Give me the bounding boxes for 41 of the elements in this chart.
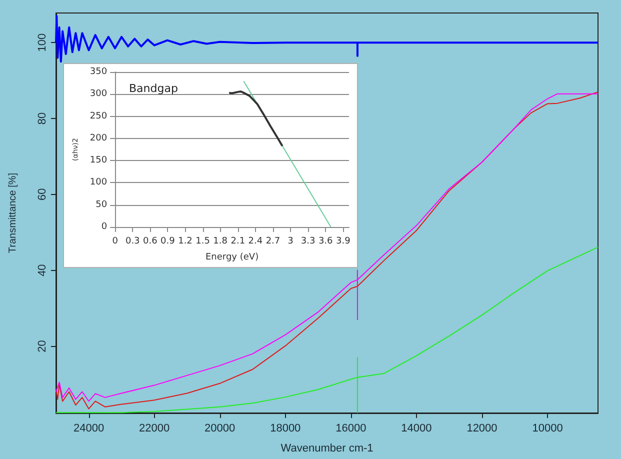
x-tick-label: 12000 xyxy=(466,422,498,434)
x-tick-label: 0 xyxy=(112,236,118,246)
x-tick-label: 1.5 xyxy=(196,236,210,246)
x-tick-label: 2.7 xyxy=(266,236,280,246)
x-tick-label: 20000 xyxy=(204,422,236,434)
x-tick-label: 0.9 xyxy=(160,236,176,246)
y-tick-label: 200 xyxy=(90,133,108,144)
x-tick-label: 22000 xyxy=(139,422,170,434)
x-tick-label: 0.3 xyxy=(125,236,140,246)
x-tick-label: 2.1 xyxy=(230,236,246,246)
y-tick-label: 300 xyxy=(90,89,108,100)
x-tick-label: 16000 xyxy=(336,422,366,434)
y-axis-title: Transmittance [%] xyxy=(8,172,18,254)
x-tick-label: 3 xyxy=(288,236,294,246)
x-tick-label: 0.6 xyxy=(143,236,158,246)
y-tick-label: 50 xyxy=(96,200,108,210)
x-tick-label: 1.2 xyxy=(178,236,192,246)
y-tick-label: 40 xyxy=(36,264,48,276)
x-axis-title: Wavenumber cm-1 xyxy=(280,442,374,454)
line-series xyxy=(228,90,284,147)
x-axis-title: Energy (eV) xyxy=(205,252,259,262)
line-series xyxy=(55,15,599,63)
x-tick-label: 2.4 xyxy=(248,236,263,246)
x-tick-label: 24000 xyxy=(73,422,104,434)
y-tick-label: 60 xyxy=(36,188,48,201)
y-tick-label: 80 xyxy=(36,112,48,125)
y-tick-label: 20 xyxy=(36,340,48,352)
y-tick-label: 100 xyxy=(90,178,108,188)
x-tick-label: 18000 xyxy=(270,422,301,434)
y-tick-label: 250 xyxy=(90,111,108,122)
x-tick-label: 3.9 xyxy=(336,236,351,246)
x-tick-label: 10000 xyxy=(532,422,563,434)
x-tick-label: 3.3 xyxy=(300,236,316,246)
x-tick-label: 3.6 xyxy=(318,236,334,246)
y-tick-label: 0 xyxy=(101,222,108,232)
y-tick-label: 150 xyxy=(90,156,108,166)
y-tick-label: 350 xyxy=(90,67,108,77)
x-tick-label: 1.8 xyxy=(213,236,228,246)
x-tick-label: 14000 xyxy=(401,422,432,434)
y-tick-label: 100 xyxy=(36,33,48,52)
text: Bandgap xyxy=(129,82,178,95)
